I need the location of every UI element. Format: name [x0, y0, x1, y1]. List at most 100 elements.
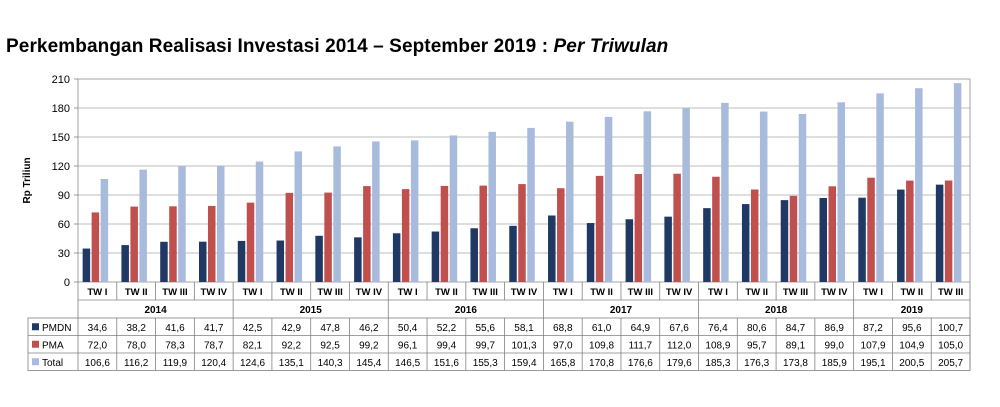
- bar-pmdn: [237, 240, 246, 282]
- x-tick-label: TW I: [87, 287, 107, 298]
- x-tick-label: TW IV: [201, 287, 228, 298]
- bar-total: [372, 141, 380, 282]
- data-label: 179,6: [667, 358, 692, 369]
- data-label: 86,9: [825, 323, 845, 334]
- legend-label: Total: [42, 358, 63, 369]
- x-tick-label: TW II: [745, 287, 768, 298]
- y-tick-label: 60: [58, 219, 70, 231]
- data-label: 151,6: [434, 358, 459, 369]
- year-label: 2018: [765, 305, 788, 316]
- bar-total: [294, 151, 303, 282]
- data-label: 105,0: [938, 340, 963, 351]
- bar-total: [876, 93, 884, 282]
- bar-total: [798, 113, 807, 282]
- data-label: 92,5: [320, 340, 340, 351]
- x-tick-label: TW III: [162, 287, 187, 298]
- data-label: 120,4: [201, 358, 226, 369]
- x-tick-label: TW III: [783, 287, 808, 298]
- data-label: 58,1: [514, 323, 534, 334]
- bar-pma: [944, 180, 953, 282]
- bar-pma: [91, 212, 100, 282]
- data-label: 61,0: [592, 323, 612, 334]
- x-tick-label: TW I: [242, 287, 262, 298]
- x-tick-label: TW II: [435, 287, 458, 298]
- data-label: 99,7: [475, 340, 495, 351]
- bar-total: [100, 178, 109, 282]
- data-label: 124,6: [240, 358, 265, 369]
- bar-total: [953, 83, 962, 282]
- data-label: 104,9: [899, 340, 924, 351]
- data-label: 78,0: [126, 340, 146, 351]
- data-label: 67,6: [669, 323, 689, 334]
- bar-total: [255, 161, 264, 282]
- bar-pmdn: [548, 215, 556, 282]
- year-label: 2016: [455, 305, 478, 316]
- bar-total: [449, 135, 458, 282]
- bar-total: [566, 121, 574, 282]
- bar-pma: [634, 174, 643, 282]
- data-label: 106,6: [85, 358, 110, 369]
- bar-pma: [479, 185, 487, 282]
- year-label: 2014: [144, 305, 167, 316]
- data-label: 165,8: [550, 358, 575, 369]
- bar-pmdn: [276, 240, 285, 282]
- bar-pmdn: [625, 219, 634, 282]
- data-label: 195,1: [861, 358, 886, 369]
- bar-pmdn: [935, 184, 944, 282]
- bar-pmdn: [354, 237, 362, 282]
- bar-total: [643, 111, 652, 282]
- bar-total: [682, 108, 690, 283]
- bar-pmdn: [198, 241, 207, 282]
- bar-pma: [246, 202, 255, 282]
- x-tick-label: TW II: [125, 287, 148, 298]
- y-tick-label: 180: [52, 103, 70, 115]
- y-tick-label: 90: [58, 190, 70, 202]
- x-tick-label: TW III: [473, 287, 498, 298]
- x-tick-label: TW IV: [356, 287, 383, 298]
- data-label: 34,6: [88, 323, 108, 334]
- bar-pma: [130, 206, 138, 282]
- year-label: 2015: [300, 305, 323, 316]
- y-tick-label: 210: [52, 74, 70, 86]
- bar-pma: [906, 180, 914, 282]
- data-label: 116,2: [124, 358, 149, 369]
- legend-key-total: [32, 358, 39, 366]
- data-label: 140,3: [318, 358, 343, 369]
- bar-pma: [518, 184, 526, 282]
- bar-pmdn: [160, 241, 168, 282]
- data-label: 78,3: [165, 340, 185, 351]
- data-label: 173,8: [783, 358, 808, 369]
- data-label: 41,6: [165, 323, 185, 334]
- x-tick-label: TW I: [398, 287, 418, 298]
- bar-pmdn: [315, 235, 323, 282]
- bar-total: [410, 140, 419, 282]
- data-label: 87,2: [863, 323, 883, 334]
- data-label: 38,2: [126, 323, 146, 334]
- x-tick-label: TW II: [280, 287, 303, 298]
- year-label: 2019: [901, 305, 924, 316]
- bar-pmdn: [819, 197, 828, 282]
- data-label: 200,5: [899, 358, 924, 369]
- data-label: 159,4: [511, 358, 536, 369]
- data-label: 185,3: [705, 358, 730, 369]
- bar-total: [216, 165, 225, 282]
- chart-title-main: Perkembangan Realisasi Investasi 2014 – …: [6, 36, 554, 57]
- bar-pma: [557, 188, 565, 282]
- bar-pmdn: [121, 245, 129, 282]
- data-label: 176,6: [628, 358, 653, 369]
- data-label: 89,1: [786, 340, 806, 351]
- x-tick-label: TW I: [863, 287, 883, 298]
- data-label: 96,1: [398, 340, 418, 351]
- data-label: 155,3: [473, 358, 498, 369]
- bar-pma: [595, 175, 604, 282]
- data-label: 64,9: [631, 323, 651, 334]
- data-label: 42,9: [282, 323, 302, 334]
- data-label: 84,7: [786, 323, 806, 334]
- bar-total: [837, 102, 846, 283]
- data-label: 82,1: [243, 340, 263, 351]
- bar-pmdn: [586, 223, 595, 282]
- bar-pmdn: [858, 197, 866, 282]
- bar-pma: [440, 185, 449, 282]
- x-tick-label: TW III: [628, 287, 653, 298]
